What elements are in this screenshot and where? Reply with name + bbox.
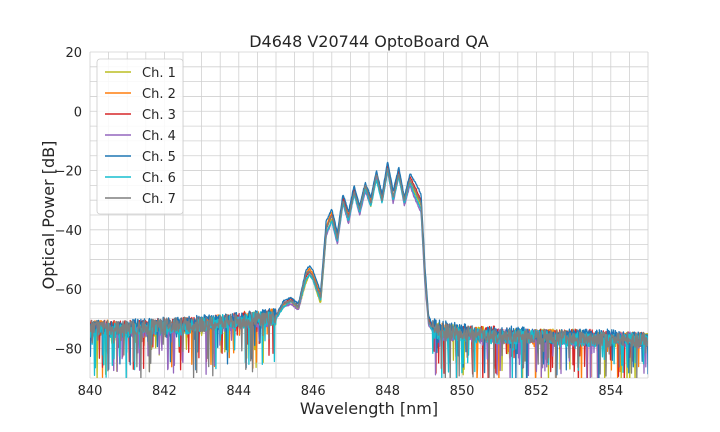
x-axis-label: Wavelength [nm] (300, 399, 438, 418)
y-tick-label: 0 (74, 105, 82, 120)
legend-label: Ch. 7 (142, 192, 176, 207)
x-tick-label: 850 (450, 384, 475, 399)
legend: Ch. 1 Ch. 2 Ch. 3 Ch. 4 Ch. 5 Ch. 6 Ch. 7 (96, 58, 184, 215)
y-tick-label: −40 (55, 224, 82, 239)
legend-label: Ch. 3 (142, 108, 176, 123)
legend-label: Ch. 4 (142, 129, 176, 144)
x-tick-label: 848 (375, 384, 400, 399)
x-tick-label: 854 (598, 384, 623, 399)
y-tick-label: −60 (55, 283, 82, 298)
legend-label: Ch. 5 (142, 150, 176, 165)
y-axis-label: Optical Power [dB] (39, 141, 58, 290)
legend-label: Ch. 2 (142, 87, 176, 102)
x-tick-label: 842 (152, 384, 177, 399)
x-tick-label: 840 (78, 384, 103, 399)
tick-labels: 840 842 844 846 848 850 852 854 20 0 −20 −40 −60 −80 (55, 46, 624, 399)
series-lines (90, 161, 648, 378)
x-tick-label: 844 (226, 384, 251, 399)
legend-label: Ch. 1 (142, 66, 176, 81)
x-tick-label: 846 (301, 384, 326, 399)
y-tick-label: −20 (55, 165, 82, 180)
x-tick-label: 852 (524, 384, 549, 399)
chart-title: D4648 V20744 OptoBoard QA (249, 32, 489, 51)
y-tick-label: −80 (55, 342, 82, 357)
y-tick-label: 20 (65, 46, 82, 61)
series-line (90, 167, 648, 378)
legend-label: Ch. 6 (142, 171, 176, 186)
legend-box (96, 58, 184, 215)
